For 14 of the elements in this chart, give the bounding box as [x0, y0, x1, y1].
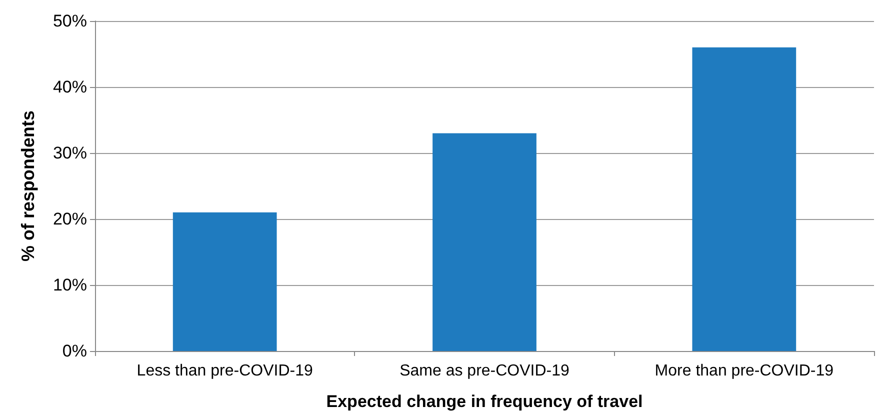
bar — [692, 47, 796, 351]
y-tick-label: 0% — [62, 342, 87, 360]
x-tick-label: Same as pre-COVID-19 — [400, 362, 570, 380]
y-tick-label: 30% — [52, 144, 87, 162]
y-tick-label: 20% — [52, 210, 87, 228]
y-tick-label: 10% — [52, 276, 87, 294]
x-tick-label: More than pre-COVID-19 — [654, 362, 834, 380]
x-axis-title: Expected change in frequency of travel — [326, 392, 643, 411]
y-axis-title: % of respondents — [18, 110, 38, 262]
bar — [172, 212, 277, 351]
y-tick-label: 40% — [52, 78, 87, 96]
bar — [432, 133, 536, 351]
x-tick-label: Less than pre-COVID-19 — [136, 362, 313, 380]
y-tick-label: 50% — [52, 12, 87, 30]
